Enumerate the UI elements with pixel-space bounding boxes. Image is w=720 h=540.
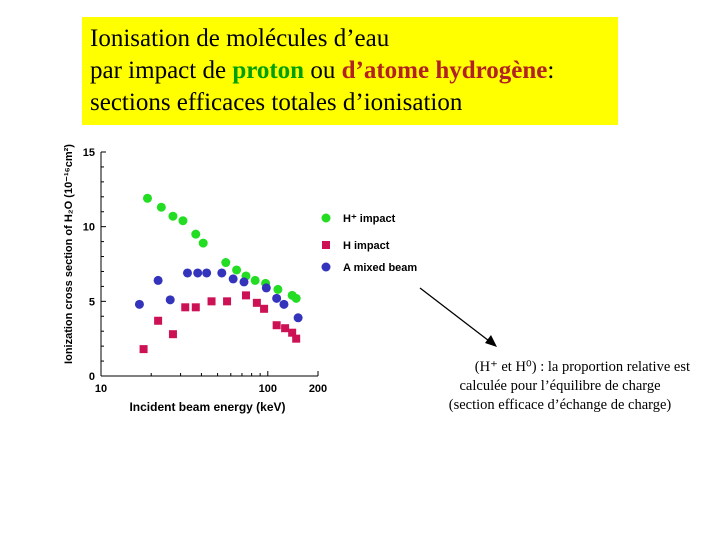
data-point-s0 — [168, 211, 178, 221]
data-point-s1 — [241, 291, 250, 300]
data-point-s0 — [232, 265, 242, 275]
data-point-s2 — [239, 277, 249, 287]
data-point-s1 — [281, 324, 290, 333]
data-point-s1 — [272, 321, 281, 330]
data-point-s0 — [142, 193, 152, 203]
data-point-s2 — [279, 299, 289, 309]
legend-label-2: A mixed beam — [343, 262, 417, 274]
data-point-s2 — [228, 274, 238, 284]
note-line-1: (H⁺ et H⁰) : la proportion relative est — [474, 359, 690, 375]
annotation-arrow-line — [419, 287, 494, 345]
x-tick-label: 100 — [259, 383, 277, 395]
data-point-s2 — [182, 268, 192, 278]
data-point-s2 — [217, 268, 227, 278]
data-point-s1 — [223, 297, 232, 306]
title-box: Ionisation de molécules d’eau par impact… — [82, 17, 618, 125]
title-line-2-mid: ou — [304, 57, 342, 84]
y-tick-label: 0 — [89, 371, 95, 383]
legend-label-0: H⁺ impact — [343, 213, 396, 225]
y-tick-label: 5 — [89, 296, 95, 308]
y-axis-label: Ionization cross section of H₂O (10⁻¹⁶cm… — [63, 144, 75, 364]
data-point-s1 — [288, 328, 297, 337]
title-line-1: Ionisation de molécules d’eau — [90, 25, 390, 52]
legend-marker-1 — [322, 241, 330, 249]
title-line-2: par impact de proton ou d’atome hydrogèn… — [90, 55, 618, 87]
title-proton: proton — [232, 57, 305, 84]
legend-label-1: H impact — [343, 240, 390, 252]
x-axis-label: Incident beam energy (keV) — [129, 400, 285, 414]
y-tick-label: 15 — [83, 147, 95, 159]
data-point-s2 — [134, 299, 144, 309]
data-point-s2 — [272, 293, 282, 303]
data-point-s0 — [178, 216, 188, 226]
legend-marker-0 — [321, 213, 331, 223]
data-point-s2 — [202, 268, 212, 278]
data-point-s2 — [261, 283, 271, 293]
data-point-s0 — [250, 275, 260, 285]
data-point-s1 — [260, 304, 269, 313]
data-point-s1 — [252, 298, 261, 307]
title-line-2-pre: par impact de — [90, 57, 233, 84]
data-point-s1 — [181, 303, 190, 312]
data-point-s1 — [154, 316, 163, 325]
y-tick-label: 10 — [83, 222, 95, 234]
data-point-s0 — [198, 238, 208, 248]
title-line-3: sections efficaces totales d’ionisation — [90, 89, 463, 116]
data-point-s2 — [165, 295, 175, 305]
data-point-s0 — [291, 293, 301, 303]
data-point-s0 — [191, 229, 201, 239]
data-point-s0 — [273, 284, 283, 294]
note-line-3: (section efficace d’échange de charge) — [448, 397, 672, 413]
data-point-s0 — [221, 258, 231, 268]
legend-marker-2 — [321, 262, 331, 272]
charge-equilibrium-note: (H⁺ et H⁰) : la proportion relative est … — [420, 358, 700, 415]
data-point-s1 — [191, 303, 200, 312]
data-point-s1 — [207, 297, 216, 306]
x-tick-label: 200 — [309, 383, 327, 395]
data-point-s1 — [168, 330, 177, 339]
annotation-arrow-head — [485, 335, 497, 347]
data-point-s0 — [156, 202, 166, 212]
data-point-s2 — [293, 313, 303, 323]
note-line-2: calculée pour l’équilibre de charge — [459, 378, 661, 394]
data-point-s1 — [292, 334, 301, 343]
title-line-2-post: : — [547, 57, 555, 84]
data-point-s1 — [139, 345, 148, 354]
data-point-s2 — [153, 275, 163, 285]
title-hatom: d’atome hydrogène — [341, 57, 548, 84]
x-tick-label: 10 — [95, 383, 107, 395]
data-point-s2 — [193, 268, 203, 278]
